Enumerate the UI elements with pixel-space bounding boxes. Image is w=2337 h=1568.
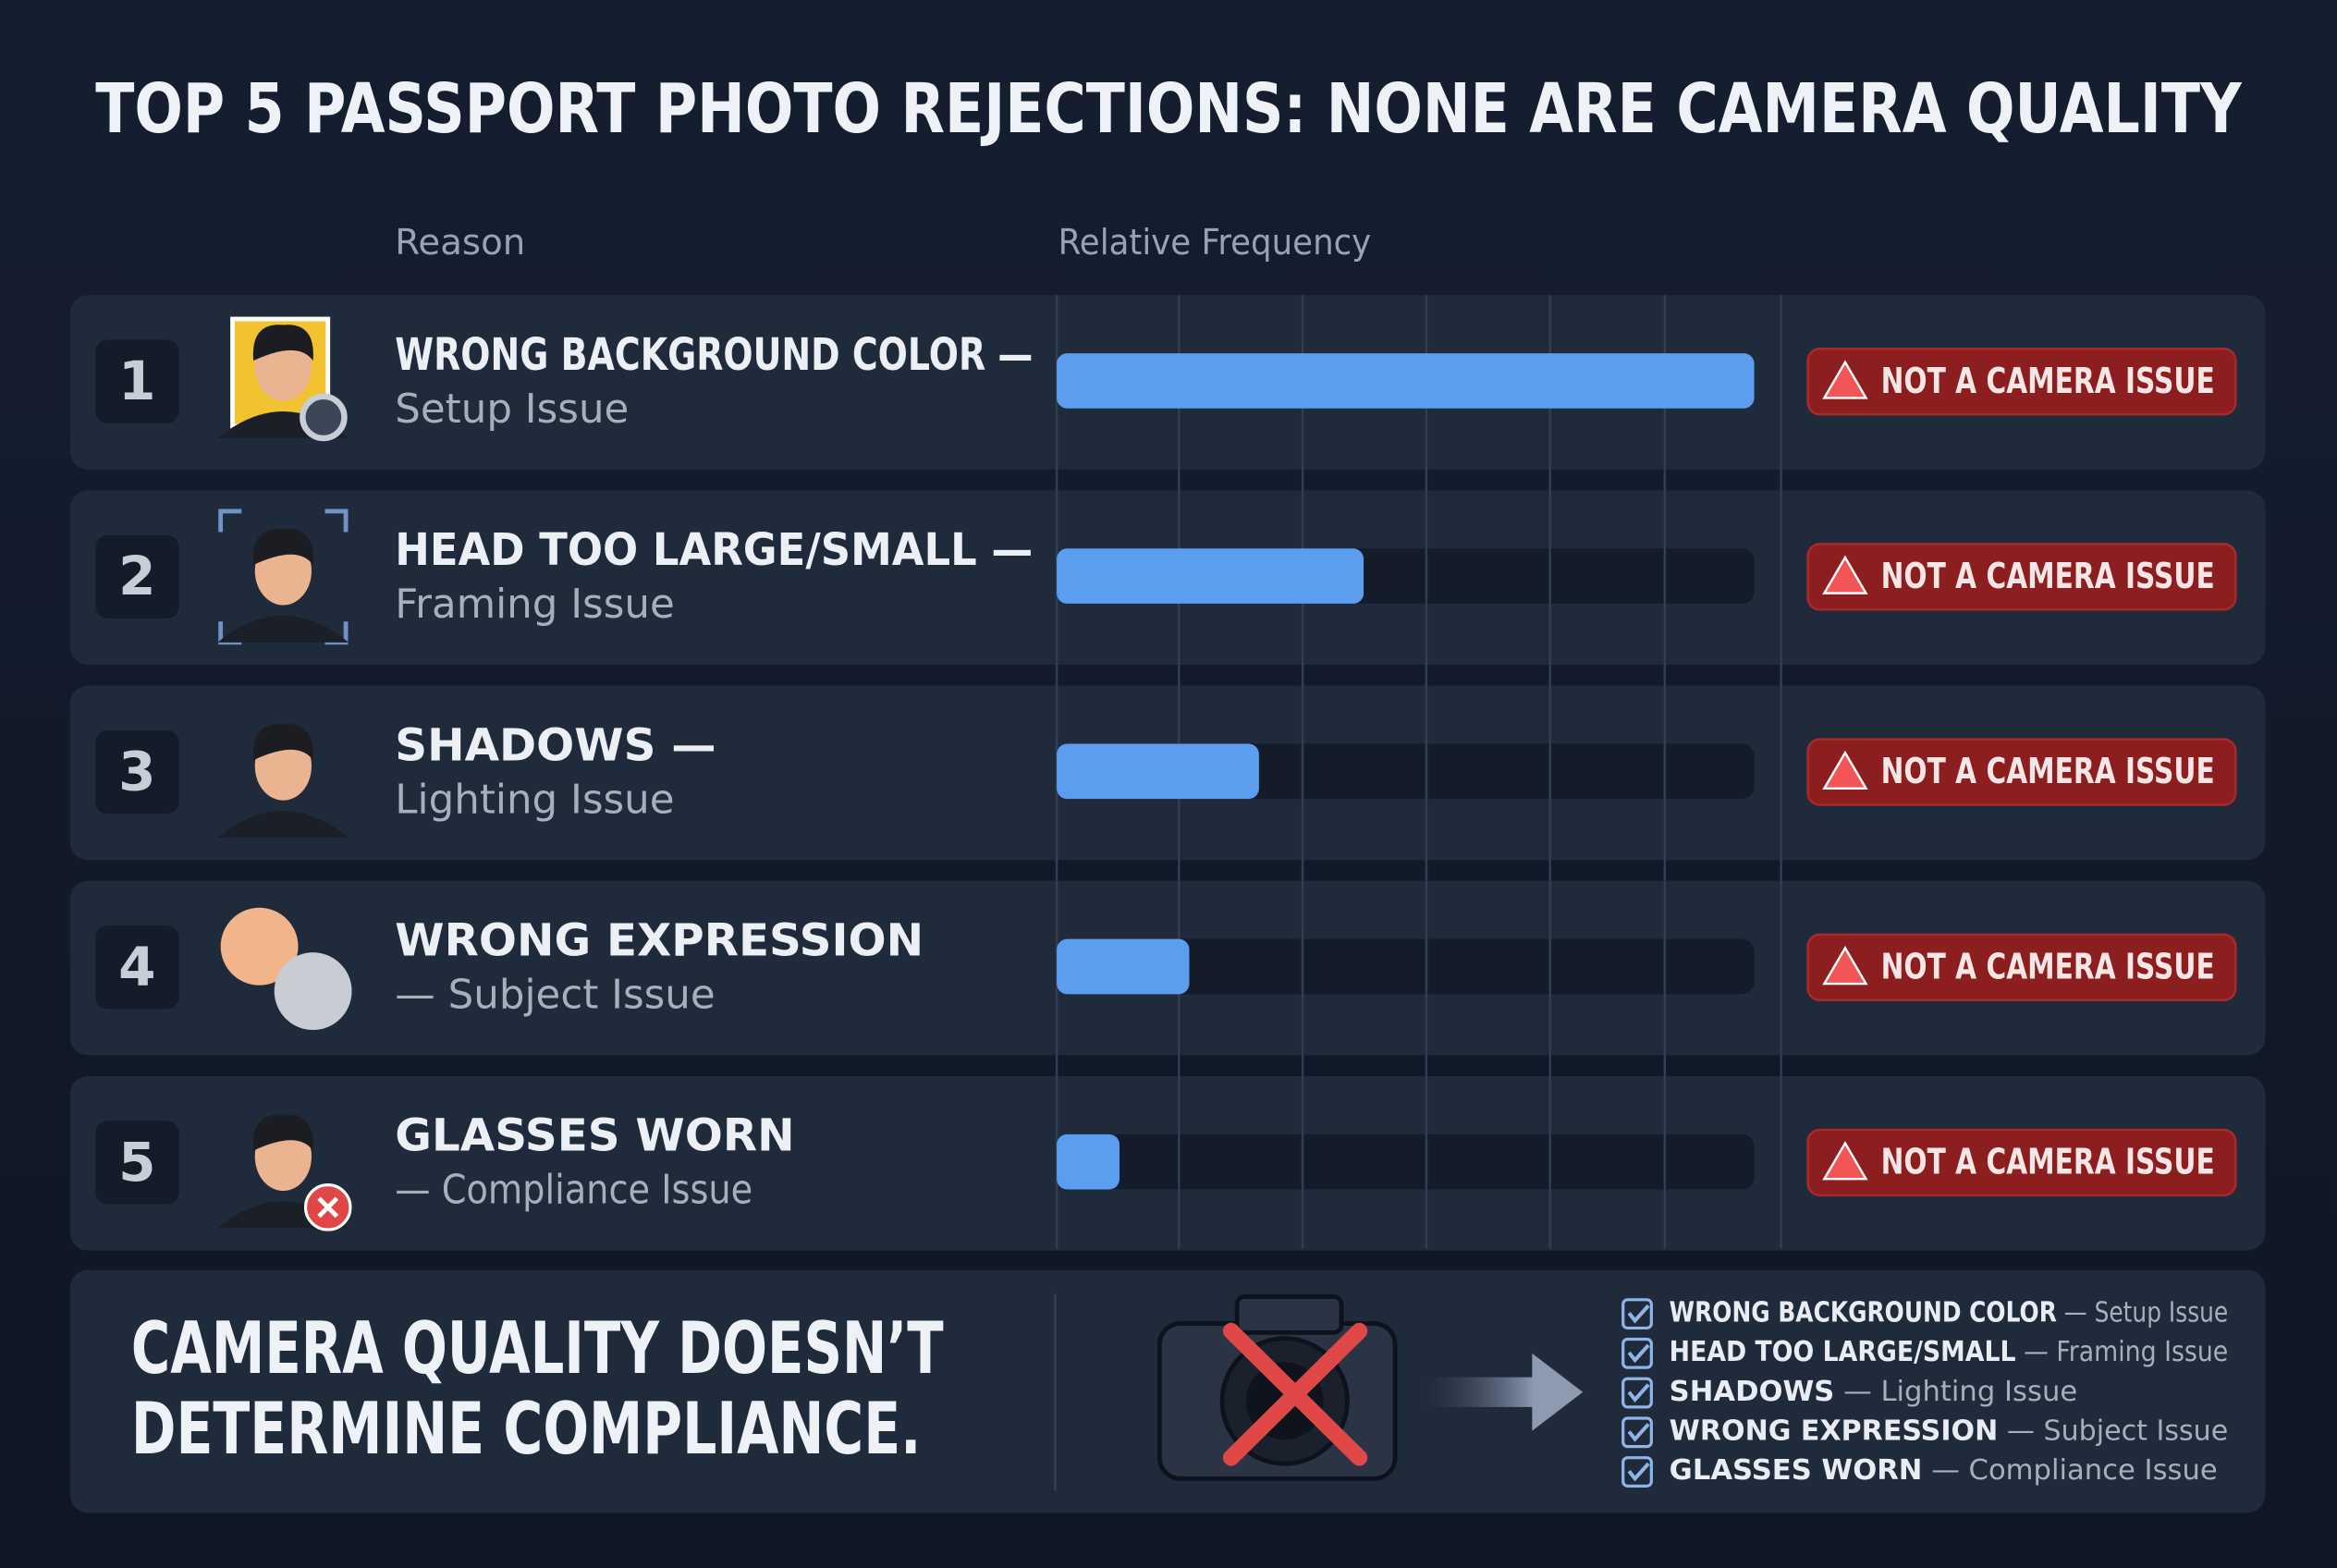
reason: WRONG EXPRESSION <box>395 915 924 967</box>
badge <box>1806 348 2237 416</box>
checklist-label: GLASSES WORN <box>1670 1454 1923 1487</box>
rank: 3 <box>118 740 155 802</box>
icon-shoulders <box>217 811 349 839</box>
checklist: WRONG BACKGROUND COLOR — Setup Issue HEAD… <box>1621 1296 2229 1488</box>
footer-headline: DETERMINE COMPLIANCE. <box>131 1388 921 1471</box>
column-header: Reason <box>395 222 525 263</box>
checklist-label: WRONG BACKGROUND COLOR <box>1670 1296 2057 1329</box>
checklist-detail: — Subject Issue <box>2007 1415 2228 1447</box>
reason: GLASSES WORN <box>395 1110 794 1162</box>
checklist-label: HEAD TOO LARGE/SMALL <box>1670 1336 2016 1368</box>
checkmark <box>1627 1462 1650 1482</box>
checklist-item: GLASSES WORN — Compliance Issue <box>1670 1454 2218 1487</box>
column-header: Relative Frequency <box>1058 222 1372 263</box>
grid-separators <box>1055 295 1782 1249</box>
warning-icon <box>1822 945 1868 986</box>
reason-type: Setup Issue <box>395 386 629 433</box>
bars <box>1057 353 1755 1190</box>
reason-type: — Compliance Issue <box>395 1168 752 1214</box>
checklist-item: WRONG EXPRESSION — Subject Issue <box>1670 1415 2229 1447</box>
row-icon <box>217 316 349 442</box>
rank: 2 <box>118 545 155 607</box>
row-icon <box>217 1114 352 1231</box>
checklist-label: SHADOWS <box>1670 1375 1835 1407</box>
icon-gear <box>300 393 348 442</box>
bar <box>1057 938 1190 995</box>
checklist-detail: — Framing Issue <box>2024 1336 2228 1368</box>
checklist-detail: — Lighting Issue <box>1843 1375 2077 1407</box>
checklist-detail: — Compliance Issue <box>1931 1454 2218 1487</box>
bar-track <box>1057 938 1755 995</box>
bar <box>1057 743 1259 800</box>
checkbox <box>1621 1298 1653 1330</box>
reason-type: — Subject Issue <box>395 973 715 1019</box>
checkbox <box>1621 1377 1653 1409</box>
rank: 5 <box>118 1131 155 1194</box>
checkmark <box>1627 1343 1650 1364</box>
icon-hair <box>252 325 313 361</box>
icon-brackets <box>218 508 349 645</box>
bar <box>1057 1133 1120 1190</box>
checkbox <box>1621 1337 1653 1369</box>
row-icon <box>217 508 349 645</box>
warning-icon <box>1822 750 1868 790</box>
row-icon <box>217 724 349 839</box>
badge-text: NOT A CAMERA ISSUE <box>1881 1142 2215 1183</box>
warning-icon <box>1822 1141 1868 1181</box>
rank-box <box>95 534 179 619</box>
checklist-label: WRONG EXPRESSION <box>1670 1415 1999 1447</box>
reason-type: Framing Issue <box>395 582 674 628</box>
badge-text: NOT A CAMERA ISSUE <box>1881 361 2215 402</box>
icon-neutral <box>274 952 352 1031</box>
footer-headline: CAMERA QUALITY DOESN’T <box>131 1307 944 1390</box>
reason-type: Lighting Issue <box>395 777 674 823</box>
checklist-detail: — Setup Issue <box>2064 1296 2228 1329</box>
checkbox <box>1621 1416 1653 1449</box>
badge <box>1806 933 2237 1001</box>
icon-shoulders <box>217 615 349 643</box>
rank: 4 <box>118 936 155 998</box>
badge <box>1806 1128 2237 1197</box>
checklist-item: HEAD TOO LARGE/SMALL — Framing Issue <box>1670 1336 2229 1368</box>
title: TOP 5 PASSPORT PHOTO REJECTIONS: NONE AR… <box>95 69 2243 149</box>
badge-text: NOT A CAMERA ISSUE <box>1881 946 2215 987</box>
arrow-icon <box>1423 1353 1584 1431</box>
bar <box>1057 548 1364 604</box>
rank: 1 <box>118 349 155 412</box>
badge <box>1806 738 2237 806</box>
bar-track <box>1057 1133 1755 1190</box>
checkbox <box>1621 1456 1653 1488</box>
checklist-item: WRONG BACKGROUND COLOR — Setup Issue <box>1670 1296 2229 1329</box>
reason: SHADOWS — <box>395 719 716 771</box>
rank-box <box>95 729 179 815</box>
rank-box <box>95 925 179 1010</box>
checklist-item: SHADOWS — Lighting Issue <box>1670 1375 2078 1407</box>
icon-hair <box>252 529 313 566</box>
badge <box>1806 543 2237 611</box>
bar <box>1057 353 1755 409</box>
checkmark <box>1627 1304 1650 1324</box>
row-icon <box>220 907 352 1031</box>
camera-icon <box>1156 1294 1398 1481</box>
footer: CAMERA QUALITY DOESN’T DETERMINE COMPLIA… <box>69 1269 2266 1513</box>
icon-x-mark <box>317 1196 339 1219</box>
reason: WRONG BACKGROUND COLOR — <box>395 329 1033 381</box>
icon-hair <box>252 1114 313 1151</box>
checkmark <box>1627 1383 1650 1403</box>
warning-icon <box>1822 360 1868 399</box>
icon-happy <box>220 907 299 986</box>
rank-box <box>95 1121 179 1205</box>
icon-hair <box>252 724 313 761</box>
badge-text: NOT A CAMERA ISSUE <box>1881 751 2215 792</box>
reason: HEAD TOO LARGE/SMALL — <box>395 524 1033 576</box>
warning-icon <box>1822 555 1868 594</box>
badge-text: NOT A CAMERA ISSUE <box>1881 556 2215 597</box>
rank-box <box>95 339 179 423</box>
checkmark <box>1627 1423 1650 1442</box>
